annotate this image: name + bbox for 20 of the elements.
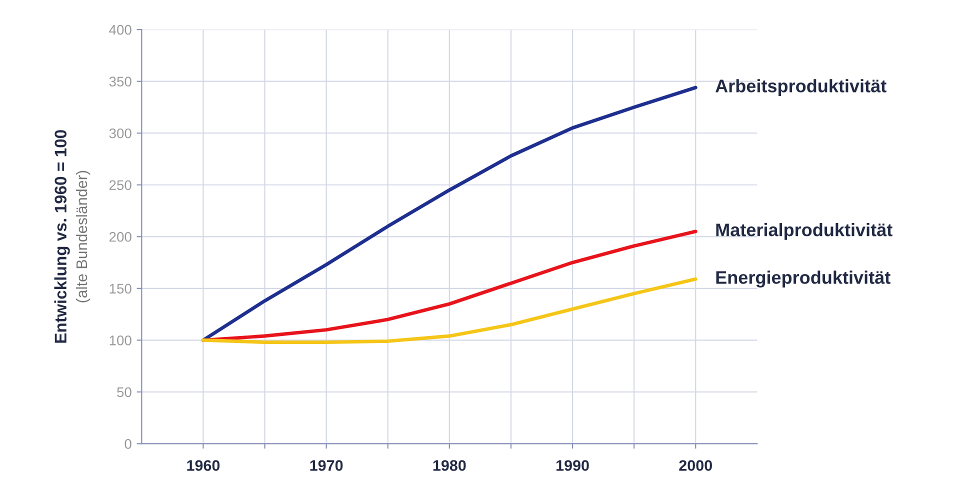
text: (alte Bundesländer) [76, 170, 90, 302]
line-series [201, 277, 698, 344]
x-tick-label: 1980 [433, 460, 466, 471]
y-tick-label: 250 [109, 180, 132, 190]
series-label: Energieproduktivität [716, 270, 890, 288]
x-tick-label: 2000 [679, 460, 712, 471]
y-tick-label: 400 [109, 24, 132, 35]
y-tick-label: 50 [117, 387, 132, 398]
y-tick-label: 350 [109, 76, 132, 87]
x-tick-label: 1960 [187, 460, 220, 471]
y-tick-label: 300 [109, 128, 132, 138]
series-label: Materialproduktivität [716, 223, 892, 240]
x-tick-label: 1970 [310, 460, 343, 471]
y-tick-label: 0 [124, 439, 132, 449]
y-axis-title: Entwicklung vs. 1960 = 100 [54, 130, 70, 343]
y-tick-label: 100 [110, 336, 132, 346]
y-tick-label: 200 [109, 232, 132, 242]
y-tick-label: 150 [110, 284, 132, 294]
x-tick-label: 1990 [556, 460, 589, 471]
series-label: Arbeitsproduktivität [716, 79, 886, 96]
